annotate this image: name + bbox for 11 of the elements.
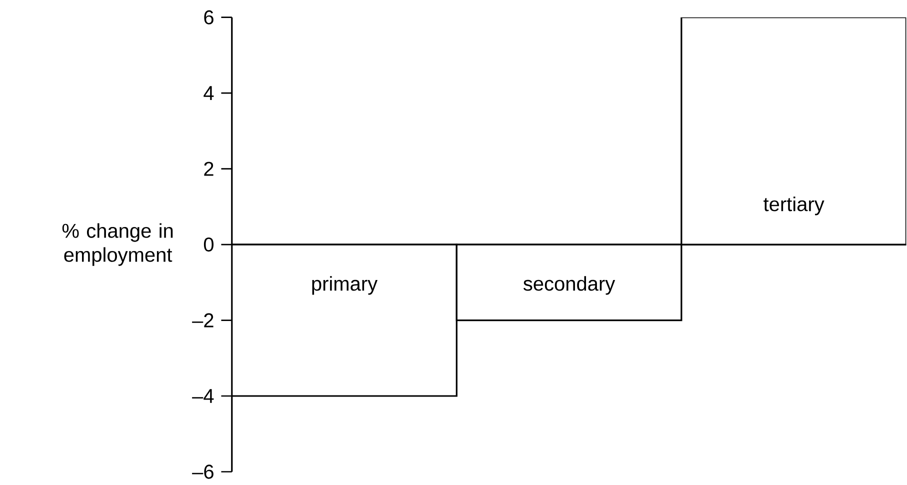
y-tick-label: 2: [204, 162, 214, 176]
x-tick-label: tertiary: [764, 196, 824, 215]
y-tick-label: –4: [192, 388, 214, 403]
y-tick-label: –2: [192, 313, 214, 328]
y-tick-label: –6: [192, 464, 214, 479]
y-tick-label: 0: [204, 237, 214, 252]
y-axis-title: % change in employment: [62, 222, 173, 266]
x-tick-label: secondary: [523, 276, 616, 295]
x-tick-label: primary: [312, 276, 378, 295]
y-tick-label: 4: [204, 86, 214, 100]
y-tick-label: 6: [204, 10, 214, 24]
